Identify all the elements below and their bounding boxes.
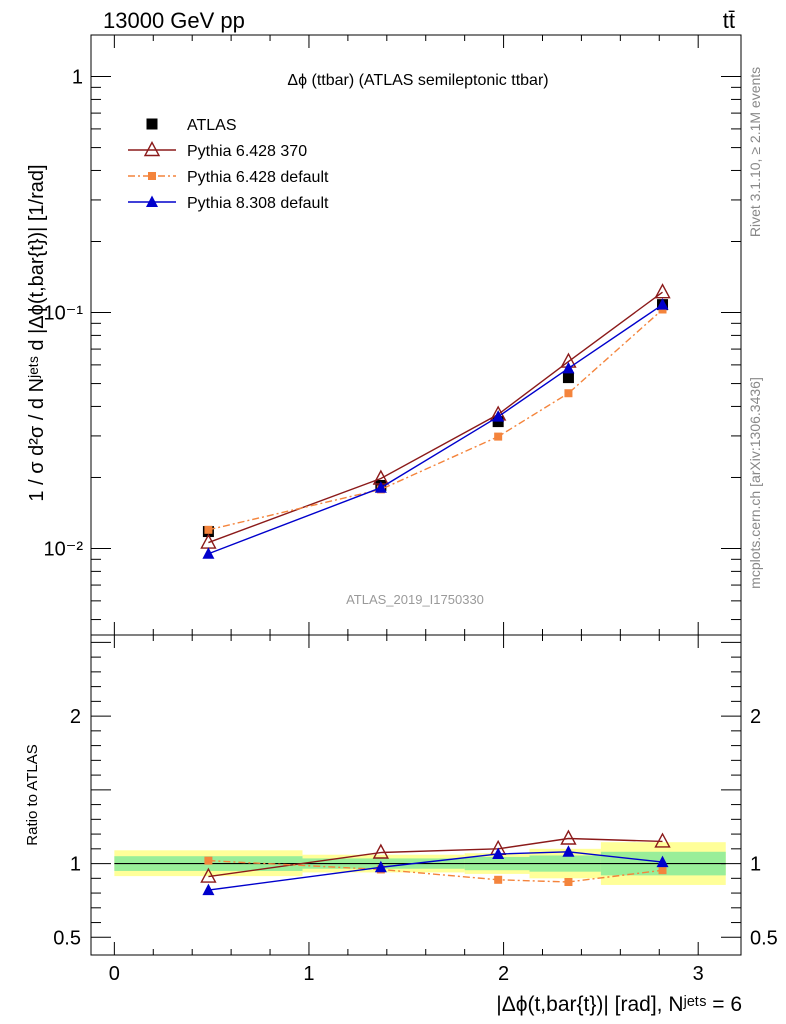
energy-label: 13000 GeV pp (103, 8, 245, 33)
ratio-series-2 (202, 845, 669, 896)
legend-marker (148, 172, 156, 180)
x-tick-label: 3 (693, 963, 704, 985)
legend-entry: ATLAS (146, 117, 237, 134)
x-axis-ticks: 0 1 2 3 (109, 35, 704, 985)
ratio-point (372, 843, 390, 859)
legend-marker (146, 195, 158, 207)
data-point (562, 372, 574, 384)
y-tick-label: 10⁻¹ (44, 303, 84, 325)
legend-label: ATLAS (187, 117, 237, 134)
ratio-point (204, 856, 213, 865)
analysis-watermark: ATLAS_2019_I1750330 (346, 592, 484, 607)
series-3 (202, 298, 669, 559)
y-tick-label-left: 2 (70, 706, 81, 728)
process-label: tt̄ (723, 8, 735, 33)
y-tick-label-left: 0.5 (53, 927, 81, 949)
ratio-point (492, 847, 505, 859)
series-0 (202, 299, 669, 538)
y-tick-label-right: 2 (750, 706, 761, 728)
series-line (208, 291, 663, 544)
legend-label: Pythia 6.428 370 (187, 143, 307, 160)
y-tick-label-right: 0.5 (750, 927, 778, 949)
data-point (562, 361, 575, 374)
ratio-point (562, 845, 575, 857)
x-tick-label: 1 (303, 963, 314, 985)
data-point (564, 389, 573, 398)
x-tick-label: 0 (109, 963, 120, 985)
legend-label: Pythia 8.308 default (187, 195, 329, 212)
ratio-point (658, 866, 667, 875)
legend-entry: Pythia 8.308 default (128, 195, 329, 212)
data-point (202, 547, 215, 559)
data-point (654, 283, 671, 299)
ratio-point (202, 883, 215, 896)
data-point (204, 525, 213, 534)
mcplots-credit-label: mcplots.cern.ch [arXiv:1306.3436] (747, 377, 763, 589)
y-axis-label-main: 1 / σ d²σ / d Nʲᵉᵗˢ d |Δϕ(t,bar{t})| [1/… (26, 164, 48, 501)
data-point (656, 298, 669, 310)
y-tick-label-left: 1 (70, 854, 81, 876)
y-axis-ticks-ratio: 0.5 0.5 1 1 2 2 (53, 641, 778, 949)
ratio-point (374, 860, 387, 873)
plot-title: Δϕ (ttbar) (ATLAS semileptonic ttbar) (287, 72, 548, 89)
data-point (492, 410, 505, 422)
ratio-panel: 0 1 2 3 0.5 0.5 1 1 2 2 (53, 35, 778, 985)
legend-marker (146, 118, 158, 130)
legend: ATLAS Pythia 6.428 370 Pythia 6.428 defaul… (128, 117, 329, 212)
legend-marker (143, 141, 161, 157)
legend-entry: Pythia 6.428 default (128, 169, 329, 186)
x-tick-label: 2 (498, 963, 509, 985)
data-point (374, 481, 387, 493)
ratio-point (654, 832, 671, 848)
data-point (494, 432, 503, 441)
series-1 (200, 283, 671, 549)
ratio-point (564, 878, 573, 887)
ratio-point (656, 855, 669, 868)
ratio-point (200, 867, 217, 883)
legend-entry: Pythia 6.428 370 (128, 141, 307, 160)
y-axis-ticks-main: 10⁻² 10⁻¹ 1 (44, 67, 741, 621)
ratio-point (560, 829, 577, 845)
ratio-point (494, 875, 503, 884)
y-tick-label-right: 1 (750, 854, 761, 876)
y-axis-label-ratio: Ratio to ATLAS (24, 744, 41, 845)
legend-label: Pythia 6.428 default (187, 169, 329, 186)
ratio-frame (90, 634, 742, 956)
x-axis-label: |Δϕ(t,bar{t})| [rad], Nʲᵉᵗˢ = 6 (496, 993, 742, 1016)
y-tick-label: 10⁻² (44, 539, 84, 561)
rivet-version-label: Rivet 3.1.10, ≥ 2.1M events (747, 67, 763, 237)
y-tick-label: 1 (72, 67, 83, 89)
